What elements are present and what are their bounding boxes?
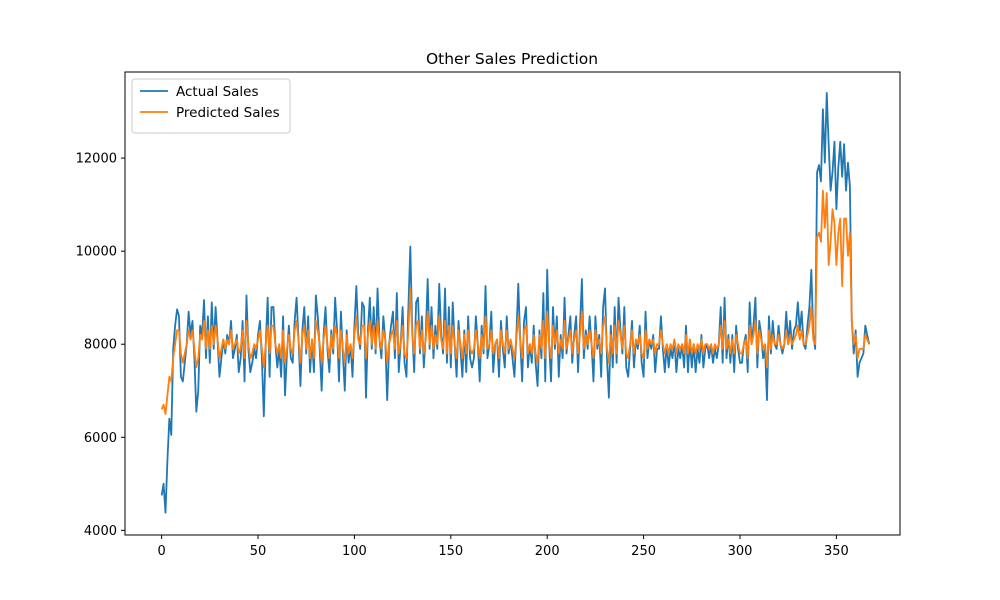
x-tick-label: 50: [250, 544, 267, 559]
y-tick-label: 10000: [76, 245, 117, 260]
series-line-predicted-sales: [160, 189, 870, 415]
legend-entry: Actual Sales: [176, 84, 259, 100]
x-tick-label: 350: [824, 544, 849, 559]
legend-box: [131, 78, 291, 134]
x-tick-label: 100: [342, 544, 367, 559]
y-tick-label: 4000: [84, 524, 117, 539]
series-layer: [160, 92, 871, 514]
axes-frame: [124, 71, 901, 536]
y-axis: 4000 6000 8000 10000 12000: [76, 152, 125, 539]
chart-title: Other Sales Prediction: [426, 50, 598, 68]
x-axis: 0 50 100 150 200 250 300 350: [157, 535, 849, 559]
y-tick-label: 8000: [84, 338, 117, 353]
x-tick-label: 300: [728, 544, 753, 559]
x-tick-label: 250: [631, 544, 656, 559]
legend: Actual Sales Predicted Sales: [131, 78, 291, 134]
legend-entry: Predicted Sales: [176, 105, 280, 121]
x-tick-label: 0: [157, 544, 165, 559]
x-tick-label: 150: [438, 544, 463, 559]
y-tick-label: 6000: [84, 431, 117, 446]
x-tick-label: 200: [535, 544, 560, 559]
y-tick-label: 12000: [76, 152, 117, 167]
